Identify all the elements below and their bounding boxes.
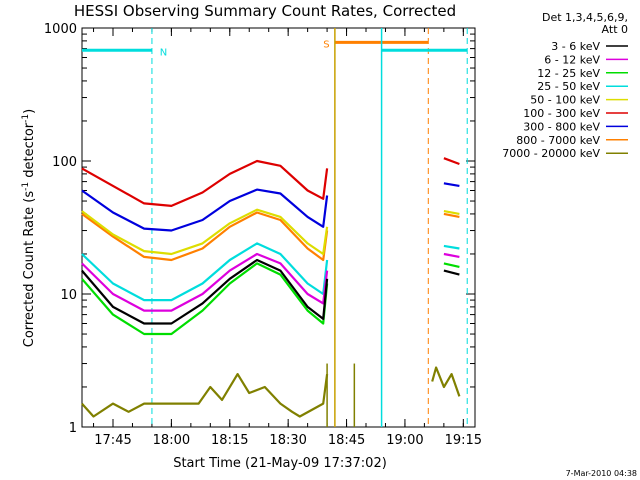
plot-area-frame bbox=[81, 27, 476, 428]
y-tick-label: 100 bbox=[52, 155, 77, 170]
y-axis-label-end: ) bbox=[22, 109, 37, 114]
observing-bar-label: N bbox=[160, 47, 167, 58]
legend-entry-label: 7000 - 20000 keV bbox=[502, 147, 600, 160]
x-tick-label: 19:15 bbox=[445, 433, 482, 448]
y-tick-label: 10 bbox=[60, 288, 77, 303]
x-tick-label: 18:30 bbox=[269, 433, 306, 448]
legend-header: Att 0 bbox=[602, 23, 628, 36]
x-tick-label: 19:00 bbox=[386, 433, 423, 448]
series-line bbox=[81, 159, 329, 207]
series-line bbox=[443, 182, 460, 187]
legend-entry-label: 25 - 50 keV bbox=[537, 80, 600, 93]
legend-entry-label: 300 - 800 keV bbox=[523, 120, 600, 133]
y-axis-label-sup2: -1 bbox=[21, 114, 31, 123]
series-line bbox=[81, 262, 329, 336]
series-line bbox=[81, 258, 329, 325]
series-line bbox=[431, 366, 461, 397]
series-line bbox=[443, 269, 460, 276]
y-axis-label: Corrected Count Rate (s-1 detector-1) bbox=[21, 109, 37, 347]
x-tick-label: 17:45 bbox=[94, 433, 131, 448]
x-axis-label: Start Time (21-May-09 17:37:02) bbox=[173, 456, 387, 471]
series-line bbox=[81, 211, 329, 262]
observing-bar-label: S bbox=[323, 39, 329, 50]
legend-entry-label: 800 - 7000 keV bbox=[516, 134, 600, 147]
y-axis-label-sup1: -1 bbox=[21, 182, 31, 191]
footer-date: 7-Mar-2010 04:38 bbox=[566, 469, 637, 478]
series-line bbox=[81, 208, 329, 256]
x-tick-label: 18:15 bbox=[211, 433, 248, 448]
chart-marks: 17:45 18:00 18:15 18:30 18:45 19:00 19:15 1 10 10… bbox=[44, 22, 482, 448]
series-line bbox=[81, 252, 329, 312]
chart-title: HESSI Observing Summary Count Rates, Cor… bbox=[74, 2, 456, 20]
series-line bbox=[443, 212, 460, 218]
legend-entry-label: 50 - 100 keV bbox=[530, 94, 600, 107]
series-line bbox=[81, 242, 329, 302]
series-line bbox=[443, 252, 460, 258]
x-tick-label: 18:45 bbox=[328, 433, 365, 448]
legend-entry-label: 6 - 12 keV bbox=[544, 53, 600, 66]
y-tick-label: 1000 bbox=[44, 22, 77, 37]
legend-entry-label: 12 - 25 keV bbox=[537, 67, 600, 80]
y-axis-label-mid: detector bbox=[22, 122, 37, 182]
y-tick-label: 1 bbox=[69, 421, 77, 436]
x-tick-label: 18:00 bbox=[153, 433, 190, 448]
legend-entry-label: 100 - 300 keV bbox=[523, 107, 600, 120]
series-line bbox=[443, 262, 460, 268]
series-line bbox=[443, 157, 460, 166]
series-line bbox=[81, 373, 329, 418]
series-line bbox=[443, 244, 460, 250]
series-line bbox=[81, 188, 329, 232]
y-axis-label-main: Corrected Count Rate (s bbox=[22, 191, 37, 348]
legend-entry-label: 3 - 6 keV bbox=[551, 40, 600, 53]
series-line bbox=[443, 210, 460, 215]
legend-header: Det 1,3,4,5,6,9, bbox=[542, 11, 628, 24]
